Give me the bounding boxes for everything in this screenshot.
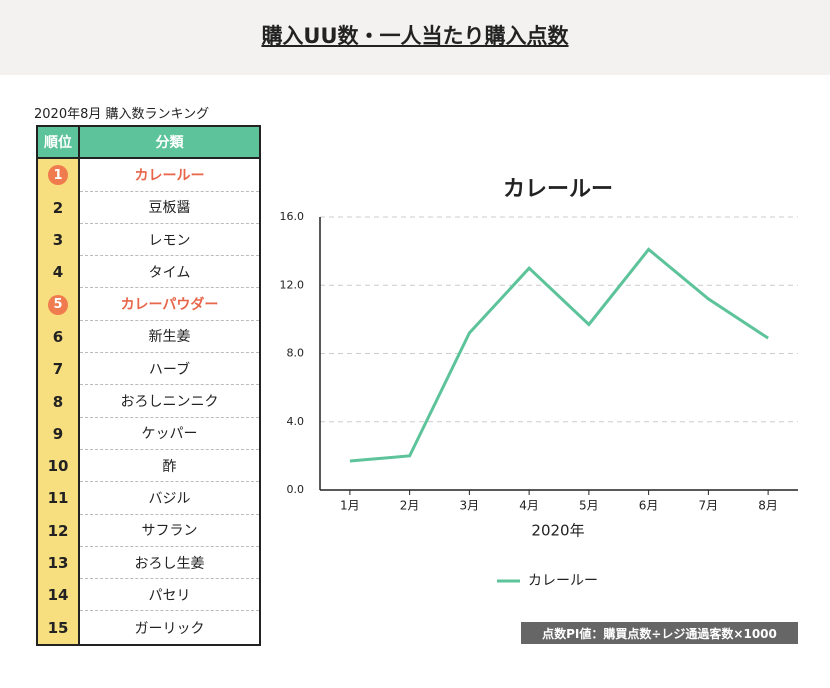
category-name: パセリ	[80, 579, 259, 612]
table-row: 13 おろし生姜	[38, 546, 259, 580]
category-name: ガーリック	[134, 620, 205, 637]
table-row: 8 おろしニンニク	[38, 385, 259, 418]
category-name: 酢	[80, 450, 259, 483]
ranking-table: 順位 分類 1 カレールー 2 豆板醤 3 レモン 4 タイム 5 カレーパウダー 6 新生姜 7 ハーブ 8…	[36, 125, 261, 646]
rank: 15	[47, 618, 69, 637]
category-name: タイム	[80, 256, 259, 289]
category-name: カレールー	[80, 159, 259, 192]
x-tick-label: 5月	[579, 499, 599, 513]
rank: 11	[47, 489, 69, 508]
category-name: カレーパウダー	[80, 288, 259, 321]
category-name: ハーブ	[80, 353, 259, 386]
x-axis-label: 2020年	[531, 522, 584, 540]
rank: 2	[52, 198, 64, 217]
table-row: 7 ハーブ	[38, 353, 259, 386]
rank-cell: 1	[38, 159, 80, 192]
rank-cell: 12	[38, 514, 80, 547]
rank: 4	[52, 263, 64, 282]
table-row: 6 新生姜	[38, 320, 259, 354]
y-tick-label: 8.0	[287, 347, 305, 360]
rank-cell: 6	[38, 320, 80, 354]
x-tick-label: 3月	[460, 499, 480, 513]
rank-cell: 14	[38, 579, 80, 612]
footnote: 点数PI値：購買点数÷レジ通過客数×1000	[521, 622, 798, 644]
category-name: バジル	[80, 482, 259, 515]
rank-cell: 5	[38, 288, 80, 321]
category-name: 新生姜	[80, 321, 259, 354]
x-tick-label: 2月	[400, 499, 420, 513]
rank-cell: 2	[38, 191, 80, 224]
x-tick-label: 1月	[340, 499, 360, 513]
rank: 10	[47, 457, 69, 476]
x-tick-label: 6月	[639, 499, 659, 513]
column-header: 順位	[38, 127, 80, 160]
rank: 8	[52, 392, 64, 411]
category-name: ケッパー	[80, 418, 259, 450]
header: 購入UU数・一人当たり購入点数	[0, 0, 830, 75]
rank: 1	[48, 165, 68, 186]
rank-cell: 11	[38, 482, 80, 515]
category-name: レモン	[80, 224, 259, 257]
table-row: 9 ケッパー	[38, 417, 259, 450]
category-name: 豆板醤	[80, 192, 259, 224]
data-line	[349, 247, 769, 463]
table-row: 5 カレーパウダー	[38, 288, 259, 321]
table-header: 順位 分類	[38, 127, 259, 160]
table-row: 11 バジル	[38, 482, 259, 515]
rank: 9	[52, 424, 64, 443]
rank-cell: 15	[38, 611, 80, 644]
table-row: 1 カレールー	[38, 159, 259, 192]
table-row: 10 酢	[38, 449, 259, 483]
rank: 13	[47, 554, 69, 572]
legend-label: カレールー	[528, 573, 598, 589]
y-tick-label: 16.0	[280, 210, 305, 223]
rank: 3	[52, 231, 64, 250]
x-tick-label: 8月	[758, 499, 778, 513]
rank-cell: 7	[38, 353, 80, 386]
rank: 12	[47, 521, 69, 540]
table-row: 4 タイム	[38, 256, 259, 289]
rank-cell: 13	[38, 546, 80, 580]
rank: 5	[48, 294, 68, 315]
rank-cell: 3	[38, 223, 80, 257]
table-row: 12 サフラン	[38, 514, 259, 547]
rank: 14	[47, 586, 69, 605]
table-row: 3 レモン	[38, 223, 259, 257]
rank: 7	[52, 360, 64, 379]
rank-cell: 9	[38, 417, 80, 450]
y-tick-label: 4.0	[287, 415, 305, 428]
chart-title: カレールー	[503, 177, 613, 202]
ranking-caption: 2020年8月 購入数ランキング	[34, 107, 210, 122]
rank: 6	[52, 327, 64, 346]
table-row: 2 豆板醤	[38, 191, 259, 224]
page-title: 購入UU数・一人当たり購入点数	[261, 24, 569, 48]
category-name: おろし生姜	[80, 547, 259, 580]
rank-cell: 4	[38, 256, 80, 289]
category-name: おろしニンニク	[80, 385, 259, 418]
y-tick-label: 0.0	[287, 483, 305, 496]
rank-cell: 10	[38, 449, 80, 483]
table-row: 14 パセリ	[38, 579, 259, 612]
rank-cell: 8	[38, 385, 80, 418]
y-tick-label: 12.0	[280, 278, 305, 291]
table-row: 15 ガーリック	[38, 611, 259, 644]
x-tick-label: 4月	[519, 499, 539, 513]
x-tick-label: 7月	[699, 499, 719, 513]
column-header: 分類	[80, 127, 259, 160]
category-name: サフラン	[80, 515, 259, 547]
